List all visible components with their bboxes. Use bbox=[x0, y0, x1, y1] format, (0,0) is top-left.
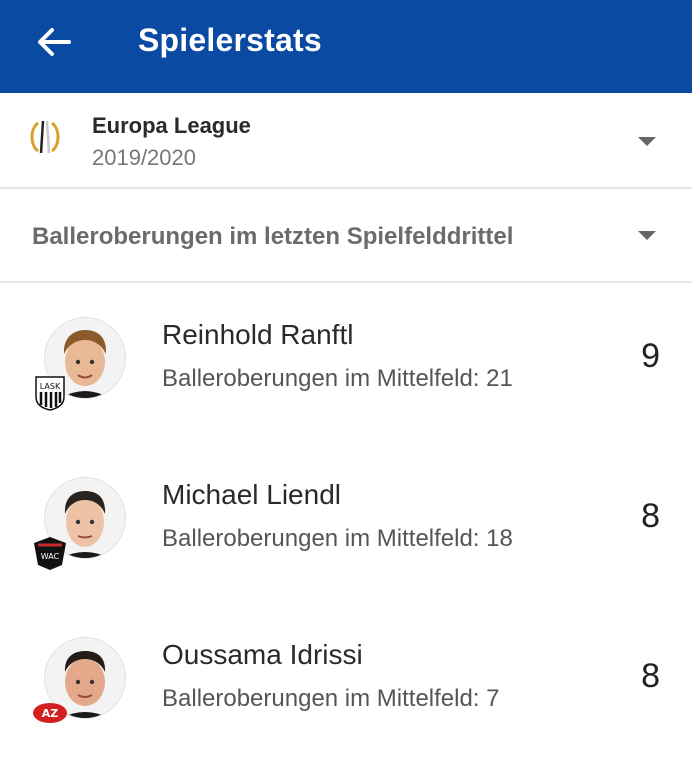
player-row[interactable]: AZ Oussama Idrissi Balleroberungen im Mi… bbox=[0, 603, 692, 763]
club-badge-icon: LASK bbox=[32, 375, 68, 411]
svg-text:AZ: AZ bbox=[42, 707, 59, 720]
player-name: Oussama Idrissi bbox=[162, 639, 363, 670]
europa-league-logo-icon bbox=[30, 120, 60, 154]
svg-text:LASK: LASK bbox=[40, 382, 61, 391]
stat-type-selector[interactable]: Balleroberungen im letzten Spielfelddrit… bbox=[0, 189, 692, 283]
chevron-down-icon bbox=[638, 231, 656, 240]
player-stat-value: 8 bbox=[641, 657, 660, 695]
player-name: Michael Liendl bbox=[162, 479, 341, 510]
svg-text:WAC: WAC bbox=[41, 552, 60, 561]
page-title: Spielerstats bbox=[138, 22, 322, 58]
competition-name: Europa League bbox=[92, 113, 251, 138]
player-row[interactable]: LASK Reinhold Ranftl Balleroberungen im … bbox=[0, 283, 692, 443]
competition-selector[interactable]: Europa League 2019/2020 bbox=[0, 93, 692, 189]
club-badge-icon: AZ bbox=[32, 695, 68, 731]
app-bar: Spielerstats bbox=[0, 0, 692, 93]
player-stat-detail: Balleroberungen im Mittelfeld: 18 bbox=[162, 525, 513, 552]
arrow-left-icon bbox=[38, 28, 71, 56]
stat-type-label: Balleroberungen im letzten Spielfelddrit… bbox=[32, 223, 514, 250]
chevron-down-icon bbox=[638, 137, 656, 146]
player-name: Reinhold Ranftl bbox=[162, 319, 354, 350]
player-stat-value: 8 bbox=[641, 497, 660, 535]
back-button[interactable] bbox=[30, 18, 78, 66]
player-stat-detail: Balleroberungen im Mittelfeld: 21 bbox=[162, 365, 513, 392]
competition-season: 2019/2020 bbox=[92, 145, 196, 170]
player-stat-value: 9 bbox=[641, 337, 660, 375]
player-row[interactable]: WAC Michael Liendl Balleroberungen im Mi… bbox=[0, 443, 692, 603]
player-stat-detail: Balleroberungen im Mittelfeld: 7 bbox=[162, 685, 500, 712]
club-badge-icon: WAC bbox=[32, 535, 68, 571]
